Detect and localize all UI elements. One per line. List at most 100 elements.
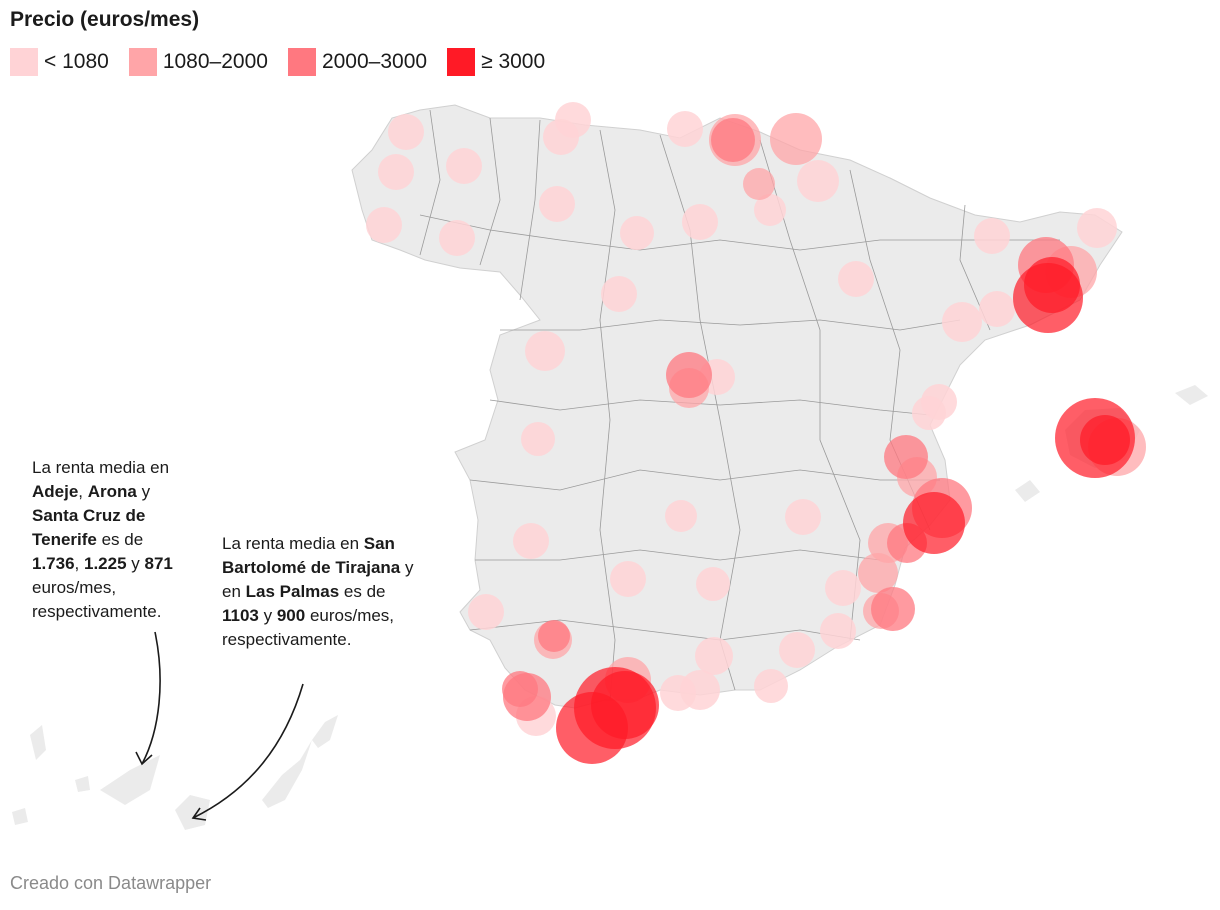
bubble-low	[820, 613, 856, 649]
bubble-mid	[858, 553, 898, 593]
bubble-low	[620, 216, 654, 250]
annotation-arrows	[135, 631, 304, 821]
bubble-high	[666, 352, 712, 398]
bubble-high	[502, 671, 538, 707]
la-gomera-shape	[75, 776, 90, 792]
bubble-low	[682, 204, 718, 240]
legend-item-lt1080: < 1080	[10, 48, 109, 76]
bubble-low	[797, 160, 839, 202]
bubble-low	[513, 523, 549, 559]
bubble-low	[695, 637, 733, 675]
bubble-low	[912, 396, 946, 430]
bubble-high	[871, 587, 915, 631]
bubble-low	[974, 218, 1010, 254]
arrow-gran-canaria	[192, 683, 304, 819]
arrowhead-gran-canaria	[191, 807, 207, 821]
legend-title: Precio (euros/mes)	[10, 8, 200, 31]
annot-text: euros/mes, respectivamente.	[32, 578, 162, 621]
annot-text: y	[136, 482, 151, 501]
bubble-low	[779, 632, 815, 668]
bubble-low	[660, 675, 696, 711]
bubble-low	[388, 114, 424, 150]
annot-text: es de	[96, 530, 144, 549]
bubble-high	[884, 435, 928, 479]
bubble-low	[1077, 208, 1117, 248]
bubble-low	[439, 220, 475, 256]
legend-label: ≥ 3000	[481, 50, 546, 73]
bubble-high	[538, 620, 570, 652]
legend-label: 1080–2000	[162, 50, 268, 73]
annot-bold: 871	[144, 554, 173, 573]
bubble-low	[754, 669, 788, 703]
bubble-low	[601, 276, 637, 312]
legend-label: 2000–3000	[321, 50, 428, 73]
bubble-high	[711, 118, 755, 162]
legend-swatch	[287, 48, 316, 76]
bubble-low	[525, 331, 565, 371]
bubble-low	[539, 186, 575, 222]
annot-bold: 1.225	[84, 554, 127, 573]
bubble-top	[591, 671, 659, 739]
legend-swatch	[10, 48, 38, 76]
legend-swatch	[447, 48, 476, 76]
annot-bold: Adeje	[32, 482, 79, 501]
mainland-shape	[351, 104, 1123, 709]
legend-label: < 1080	[44, 50, 109, 73]
annotation-tenerife: La renta media en Adeje, Arona y Santa C…	[32, 456, 192, 624]
annot-text: es de	[339, 582, 386, 601]
bubble-low	[838, 261, 874, 297]
bubble-low	[696, 567, 730, 601]
bubble-low	[378, 154, 414, 190]
la-palma-shape	[30, 725, 46, 760]
bubble-low	[979, 291, 1015, 327]
annot-text: ,	[78, 482, 88, 501]
bubble-low	[667, 111, 703, 147]
legend-item-gte3000: ≥ 3000	[447, 48, 545, 76]
annot-bold: Santa Cruz de Tenerife	[32, 506, 146, 549]
bubble-low	[754, 194, 786, 226]
arrow-tenerife	[141, 631, 161, 765]
annot-bold: San Bartolomé de Tirajana	[222, 534, 401, 577]
gran-canaria-shape	[175, 795, 210, 830]
tenerife-shape	[100, 755, 160, 805]
bubble-low	[665, 500, 697, 532]
bubble-low	[468, 594, 504, 630]
rent-bubbles	[366, 102, 1146, 764]
annot-bold: 900	[276, 606, 306, 625]
annot-text: La renta media en	[222, 534, 364, 553]
fuerteventura-shape	[262, 740, 312, 808]
annot-bold: 1103	[222, 606, 259, 625]
lanzarote-shape	[312, 715, 338, 748]
annot-text: y	[258, 606, 277, 625]
credit-link[interactable]: Creado con Datawrapper	[10, 873, 212, 893]
ibiza-shape	[1015, 480, 1040, 502]
bubble-mid	[770, 113, 822, 165]
annot-text: ,	[74, 554, 84, 573]
annot-bold: Arona	[87, 482, 137, 501]
legend: < 1080 1080–2000 2000–3000 ≥ 3000	[10, 48, 565, 76]
bubble-low	[366, 207, 402, 243]
legend-item-2000-3000: 2000–3000	[287, 48, 428, 76]
bubble-low	[825, 570, 861, 606]
bubble-low	[446, 148, 482, 184]
annot-text: La renta media en	[32, 458, 170, 477]
bubble-low	[785, 499, 821, 535]
annot-bold: Las Palmas	[245, 582, 340, 601]
annot-text: y en	[222, 558, 414, 601]
menorca-shape	[1175, 385, 1208, 405]
arrowhead-tenerife	[135, 751, 153, 766]
bubble-top	[1024, 257, 1080, 313]
bubble-top	[1080, 415, 1130, 465]
bubble-low	[543, 119, 579, 155]
bubble-low	[942, 302, 982, 342]
bubble-low	[610, 561, 646, 597]
annot-text: euros/mes, respectivamente.	[222, 606, 395, 649]
annot-text: y	[126, 554, 145, 573]
el-hierro-shape	[12, 808, 28, 825]
bubble-low	[521, 422, 555, 456]
bubble-mid	[743, 168, 775, 200]
annotation-gran-canaria: La renta media en San Bartolomé de Tiraj…	[222, 532, 414, 652]
bubble-top	[903, 492, 965, 554]
legend-item-1080-2000: 1080–2000	[128, 48, 268, 76]
